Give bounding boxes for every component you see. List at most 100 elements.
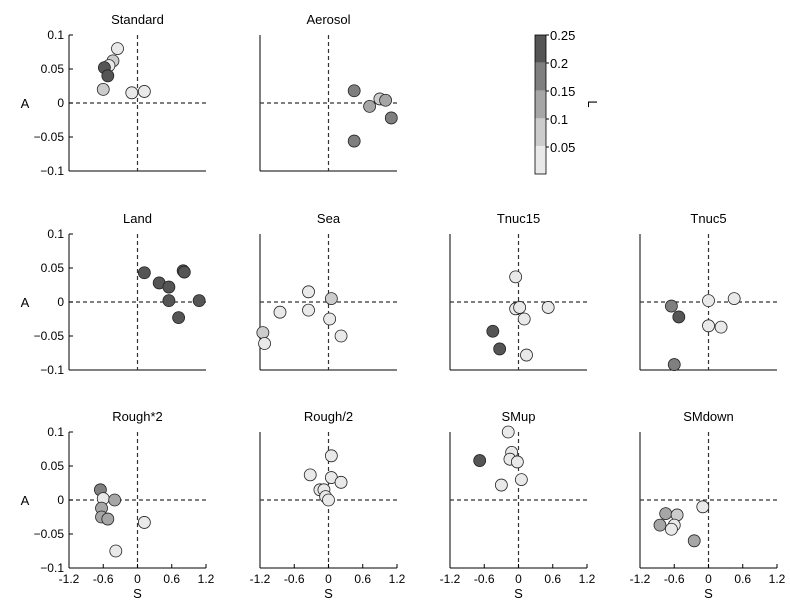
x-tick-label: -0.6 <box>93 572 114 586</box>
x-axis-label: S <box>704 586 713 601</box>
y-tick-label: 0 <box>57 295 64 309</box>
x-tick-label: 0.6 <box>734 572 751 586</box>
data-point <box>273 305 287 319</box>
data-point <box>664 299 678 313</box>
y-tick-label: −0.1 <box>40 561 64 575</box>
panel-smup: SMup -1.2 -0.6 0 0.6 1.2 S <box>440 409 596 601</box>
colorbar-frame <box>534 34 547 175</box>
y-tick-label: 0.05 <box>41 459 65 473</box>
panel-title: Aerosol <box>306 12 350 27</box>
y-tick-label: 0 <box>57 493 64 507</box>
colorbar-tick-label: 0.15 <box>550 84 575 99</box>
panel-land: Land 0.1 0.05 0 −0.05 −0.1 A <box>21 211 206 377</box>
x-tick-label: -1.2 <box>59 572 80 586</box>
data-point <box>509 270 523 284</box>
panel-sea: Sea <box>256 211 397 371</box>
colorbar-tick-label: 0.25 <box>550 28 575 43</box>
x-axis-label: S <box>514 586 523 601</box>
data-point <box>101 69 115 83</box>
x-tick-label: 0 <box>515 572 522 586</box>
data-point <box>256 326 270 340</box>
y-tick-label: 0.1 <box>47 425 64 439</box>
colorbar-tick-label: 0.2 <box>550 56 568 71</box>
x-axis-label: S <box>133 586 142 601</box>
data-point <box>258 337 271 350</box>
y-tick-label: −0.1 <box>40 164 64 178</box>
colorbar-tick-label: 0.1 <box>550 112 568 127</box>
colorbar-segment <box>535 146 546 174</box>
data-point <box>101 512 115 526</box>
y-tick-label: −0.05 <box>34 329 65 343</box>
data-point <box>137 266 151 280</box>
data-point <box>172 311 186 325</box>
data-point <box>702 319 715 333</box>
data-point <box>125 86 139 100</box>
data-point <box>108 493 122 507</box>
data-point <box>334 475 348 489</box>
data-point <box>672 310 686 324</box>
x-tick-label: 1.2 <box>579 572 596 586</box>
colorbar-tick-label: 0.05 <box>550 140 575 155</box>
data-point <box>541 301 555 314</box>
y-tick-label: 0 <box>57 96 64 110</box>
data-point <box>667 358 681 371</box>
data-point <box>96 83 110 96</box>
panel-title: Tnuc15 <box>497 211 540 226</box>
y-tick-label: −0.05 <box>34 130 65 144</box>
panel-title: Tnuc5 <box>690 211 726 226</box>
x-tick-label: 0 <box>325 572 332 586</box>
data-point <box>347 134 361 148</box>
data-point <box>111 42 124 55</box>
data-point <box>510 455 524 469</box>
data-point <box>322 493 335 507</box>
y-tick-label: 0.1 <box>47 227 64 241</box>
panel-standard: Standard 0.1 0.05 0 −0.05 −0.1 A <box>21 12 206 178</box>
panel-title: Standard <box>111 12 164 27</box>
x-tick-label: -0.6 <box>284 572 305 586</box>
data-point <box>137 516 151 529</box>
x-tick-label: 0.6 <box>354 572 371 586</box>
data-point <box>384 111 398 125</box>
panel-tnuc15: Tnuc15 <box>449 211 587 371</box>
data-point <box>303 468 317 482</box>
y-axis-label: A <box>21 295 30 310</box>
colorbar-label: L <box>585 100 600 107</box>
data-point <box>324 292 338 306</box>
y-tick-label: 0.05 <box>41 261 65 275</box>
panel-rough-2: Rough*2 0.1 0.05 0 −0.05 −0.1 A -1.2 -0.6 0 0.6 1.2… <box>21 409 215 601</box>
data-point <box>702 294 715 308</box>
data-point <box>162 280 176 294</box>
data-point <box>192 294 206 308</box>
data-point <box>323 312 337 326</box>
x-tick-label: -1.2 <box>440 572 461 586</box>
colorbar-segment <box>535 62 546 91</box>
panel-tnuc5: Tnuc5 <box>639 211 777 371</box>
panel-title: SMup <box>502 409 536 424</box>
data-point <box>137 85 151 98</box>
y-axis-label: A <box>21 493 30 508</box>
data-point <box>493 342 507 356</box>
data-point <box>109 544 123 558</box>
y-tick-label: −0.1 <box>40 363 64 377</box>
data-point <box>517 312 531 326</box>
data-point <box>659 507 673 520</box>
data-point <box>334 329 348 343</box>
x-tick-label: 1.2 <box>389 572 406 586</box>
data-point <box>520 348 533 362</box>
data-point <box>486 324 500 338</box>
colorbar-segment <box>535 35 546 63</box>
x-tick-label: -0.6 <box>664 572 685 586</box>
panel-title: Sea <box>317 211 341 226</box>
x-tick-label: 1.2 <box>198 572 215 586</box>
panel-title: Rough*2 <box>112 409 163 424</box>
x-tick-label: -1.2 <box>250 572 271 586</box>
data-point <box>513 301 527 314</box>
colorbar: 0.25 0.2 0.15 0.1 0.05 L <box>534 28 600 175</box>
x-tick-label: -0.6 <box>474 572 495 586</box>
panel-aerosol: Aerosol <box>259 12 398 172</box>
panel-rough-2: Rough/2 -1.2 -0.6 0 0.6 1.2 S <box>250 409 406 601</box>
data-point <box>727 292 741 306</box>
panel-smdown: SMdown -1.2 -0.6 0 0.6 1.2 S <box>630 409 786 601</box>
data-point <box>363 100 377 113</box>
